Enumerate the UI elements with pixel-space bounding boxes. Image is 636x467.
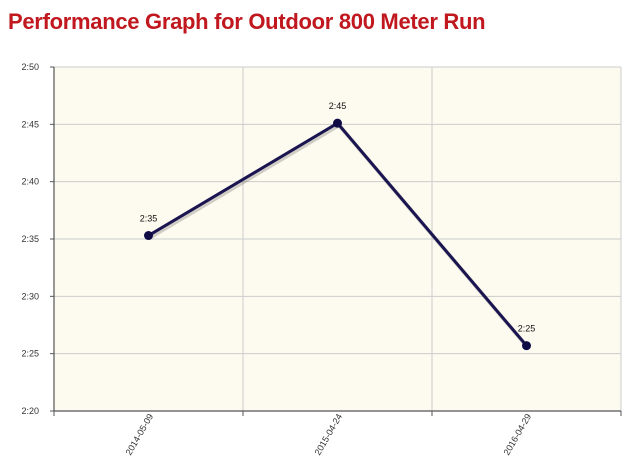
y-tick-label: 2:30 bbox=[21, 291, 39, 301]
gridlines bbox=[54, 66, 622, 411]
data-point bbox=[522, 341, 531, 351]
y-tick-label: 2:20 bbox=[21, 406, 39, 416]
y-tick-label: 2:40 bbox=[21, 177, 39, 187]
data-point bbox=[333, 118, 342, 128]
y-tick-label: 2:25 bbox=[21, 349, 39, 359]
x-tick-label: 2014-05-09 bbox=[124, 412, 156, 457]
y-tick-label: 2:50 bbox=[21, 62, 39, 72]
x-axis-tick-labels: 2014-05-09 2015-04-24 2016-04-29 bbox=[124, 412, 534, 457]
chart-title: Performance Graph for Outdoor 800 Meter … bbox=[8, 9, 486, 34]
y-axis-tick-labels: 2:20 2:25 2:30 2:35 2:40 2:45 2:50 bbox=[21, 62, 39, 416]
data-label: 2:45 bbox=[329, 101, 347, 111]
data-point bbox=[144, 231, 153, 241]
y-tick-label: 2:35 bbox=[21, 234, 39, 244]
y-tick-label: 2:45 bbox=[21, 119, 39, 129]
data-label: 2:25 bbox=[518, 324, 536, 334]
data-series: 2:35 2:45 2:25 bbox=[140, 101, 536, 351]
axes bbox=[50, 66, 622, 416]
x-tick-label: 2016-04-29 bbox=[502, 412, 534, 457]
x-tick-label: 2015-04-24 bbox=[313, 412, 345, 457]
data-label: 2:35 bbox=[140, 214, 158, 224]
